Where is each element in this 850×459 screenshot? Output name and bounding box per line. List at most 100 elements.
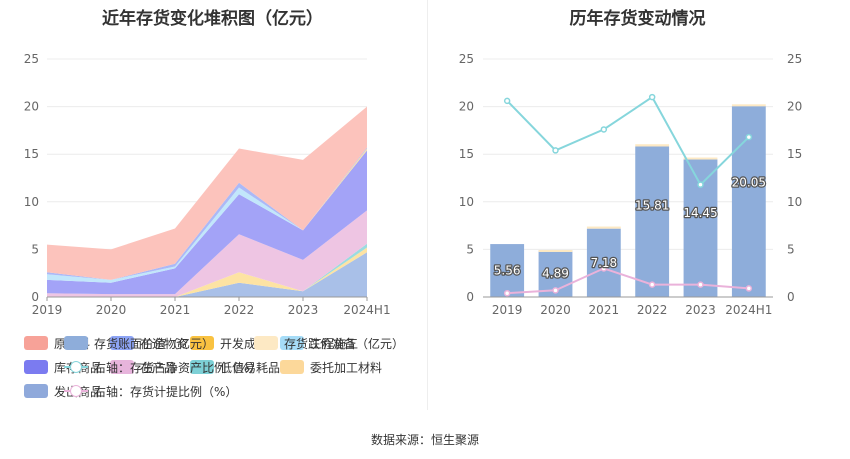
y-tick-label: 25	[24, 52, 39, 66]
line-point	[648, 281, 656, 288]
area-在产品	[47, 210, 367, 297]
x-tick-label: 2023	[288, 303, 319, 317]
legend-swatch	[280, 336, 304, 350]
y-tick-label: 15	[24, 147, 39, 161]
legend-item-net-asset-ratio[interactable]: 右轴：存货占净资产比例（%）	[64, 359, 261, 375]
legend-swatch	[24, 384, 48, 398]
legend-item-发出商品[interactable]: 发出商品	[24, 383, 102, 399]
stacked-area-chart: 0 5 10 15 20 25 2019 2020 2021 2022 2023 2024H1	[24, 52, 391, 317]
line-provision-ratio	[507, 267, 749, 295]
line-point	[697, 281, 704, 288]
legend-label: 存货账面价值（亿元）	[94, 336, 215, 351]
bar-book-value	[635, 146, 670, 297]
legend-label: 右轴：存货计提比例（%）	[94, 384, 238, 399]
bar-line-chart: 0 5 10 15 20 25 0 5 10 15 20 25 2019 2020 2021 2022 2023…	[459, 52, 803, 317]
legend-swatch	[190, 360, 214, 374]
y-tick-label: 0	[31, 290, 39, 304]
line-point	[600, 265, 608, 272]
bar-data-label: 15.81	[635, 199, 669, 213]
line-point	[648, 93, 656, 101]
y-tick-label: 25	[459, 52, 474, 66]
bar-data-label: 4.89	[542, 267, 569, 281]
bar-data-label: 20.05	[732, 175, 766, 189]
bar-impairment	[538, 249, 573, 252]
x-tick-label: 2020	[96, 303, 127, 317]
y-tick-label: 10	[459, 195, 474, 209]
y-tick-label: 10	[24, 195, 39, 209]
legend-swatch	[280, 360, 304, 374]
bar-book-value	[683, 159, 718, 297]
left-chart-title: 近年存货变化堆积图（亿元）	[102, 9, 323, 29]
legend-swatch	[24, 360, 48, 374]
bar-impairment	[635, 144, 670, 147]
x-tick-label: 2019	[492, 303, 523, 317]
legend-swatch	[64, 336, 88, 350]
y2-tick-label: 5	[787, 242, 795, 256]
y-tick-label: 20	[459, 100, 474, 114]
line-net-asset-ratio	[506, 95, 750, 187]
legend-swatch	[110, 360, 134, 374]
y-tick-label: 5	[466, 242, 474, 256]
legend-label: 存货跌价准备（亿元）	[284, 336, 405, 351]
bar-book-value	[490, 244, 525, 297]
legend-line-swatch	[64, 384, 88, 398]
bar-data-label: 14.45	[683, 206, 717, 220]
y-tick-label: 0	[466, 290, 474, 304]
chart-divider	[427, 0, 428, 410]
x-tick-label: 2020	[540, 303, 571, 317]
y-tick-label: 20	[24, 100, 39, 114]
line-point	[745, 285, 753, 292]
legend-swatch	[254, 336, 278, 350]
right-chart-title: 历年存货变动情况	[569, 9, 706, 29]
bar-impairment	[586, 226, 621, 229]
y2-tick-label: 25	[787, 52, 802, 66]
legend-item-在途物资[interactable]: 在途物资	[110, 335, 188, 351]
y2-tick-label: 0	[787, 290, 795, 304]
y2-tick-label: 10	[787, 195, 802, 209]
y-tick-label: 15	[459, 147, 474, 161]
bar-impairment	[683, 157, 718, 160]
bar-book-value	[586, 228, 621, 297]
x-tick-label: 2019	[32, 303, 63, 317]
line-point	[697, 181, 704, 188]
x-tick-label: 2022	[637, 303, 668, 317]
x-tick-label: 2024H1	[725, 303, 772, 317]
line-point	[552, 147, 559, 154]
legend-label: 低值易耗品	[220, 360, 281, 375]
legend-label: 工程施工	[310, 336, 359, 351]
bar-data-label: 7.18	[590, 256, 617, 270]
legend-label: 在途物资	[140, 336, 189, 351]
legend-swatch	[190, 336, 214, 350]
legend-item-工程施工[interactable]: 工程施工	[280, 335, 358, 351]
legend-label: 在产品	[140, 360, 177, 375]
legend-item-在产品[interactable]: 在产品	[110, 359, 176, 375]
bar-impairment	[731, 104, 766, 107]
x-tick-label: 2022	[224, 303, 255, 317]
line-point	[600, 126, 608, 133]
legend-line-swatch	[64, 360, 88, 374]
x-tick-label: 2024H1	[343, 303, 390, 317]
y2-tick-label: 15	[787, 147, 802, 161]
line-point	[552, 287, 559, 294]
legend-item-book-value[interactable]: 存货账面价值（亿元）	[64, 335, 214, 351]
legend-swatch	[110, 336, 134, 350]
legend-item-委托加工材料[interactable]: 委托加工材料	[280, 359, 382, 375]
line-point	[503, 97, 511, 105]
data-source: 数据来源：恒生聚源	[370, 433, 479, 447]
legend-swatch	[24, 336, 48, 350]
y-tick-label: 5	[31, 242, 39, 256]
legend-item-provision-ratio[interactable]: 右轴：存货计提比例（%）	[64, 383, 237, 399]
line-point	[745, 133, 753, 141]
x-tick-label: 2023	[685, 303, 716, 317]
area-原材料	[47, 106, 367, 280]
area-委托加工材料	[47, 247, 367, 297]
x-tick-label: 2021	[160, 303, 191, 317]
legend-label: 委托加工材料	[310, 360, 383, 375]
legend-label: 右轴：存货占净资产比例（%）	[94, 360, 262, 375]
legend-item-impairment[interactable]: 存货跌价准备（亿元）	[254, 335, 404, 351]
y2-tick-label: 20	[787, 100, 802, 114]
x-tick-label: 2021	[589, 303, 620, 317]
bar-data-label: 5.56	[494, 264, 521, 278]
area-发出商品	[47, 252, 367, 297]
legend-item-低值易耗品[interactable]: 低值易耗品	[190, 359, 280, 375]
